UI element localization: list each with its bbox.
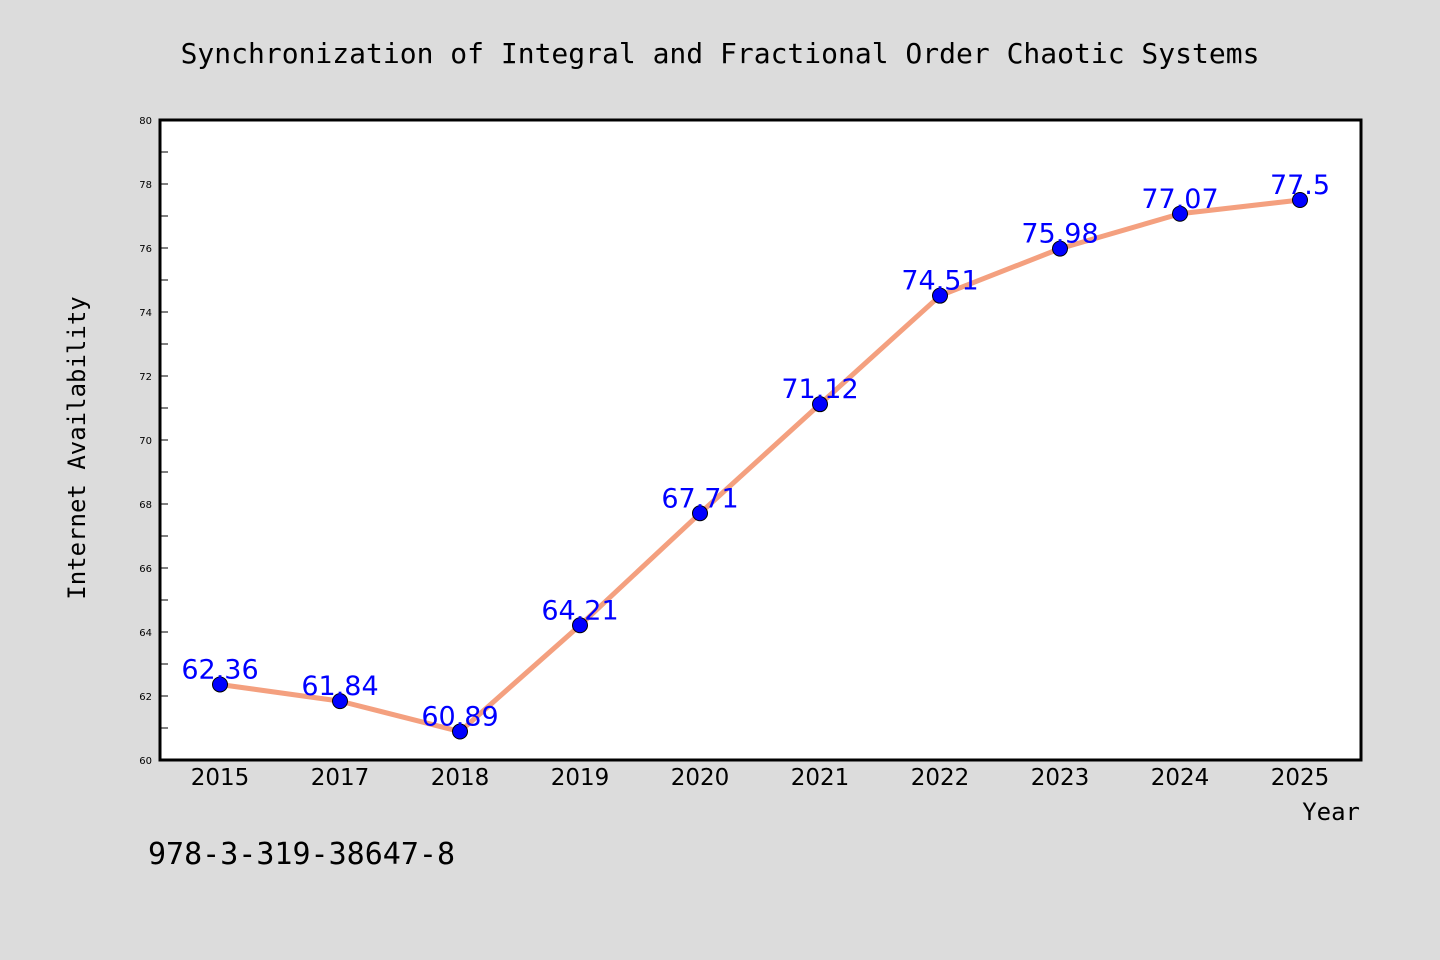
x-axis-label: Year: [1302, 798, 1360, 826]
data-label: 67.71: [661, 483, 738, 514]
y-axis-label: Internet Availability: [63, 296, 91, 599]
y-tick-label: 78: [139, 180, 152, 191]
y-tick-label: 76: [139, 244, 152, 255]
data-point: [572, 617, 588, 634]
data-label: 60.89: [421, 702, 498, 733]
chart-title: Synchronization of Integral and Fraction…: [181, 37, 1260, 70]
data-point: [812, 396, 828, 413]
data-point: [1172, 205, 1188, 222]
y-tick-label: 72: [139, 372, 152, 383]
x-tick-label: 2022: [911, 765, 970, 791]
x-axis: 2015 2017 2018 2019 2020 2021 2022 2023 2024 2025: [191, 765, 1330, 791]
data-point: [932, 287, 948, 304]
data-point: [452, 723, 468, 740]
y-tick-label: 80: [139, 116, 152, 127]
series-line: [219, 197, 1301, 735]
data-label: 71.12: [781, 374, 858, 405]
data-labels: 62.36 61.84 60.89 64.21 67.71 71.12 74.51 75.98…: [181, 170, 1330, 733]
y-tick-label: 68: [139, 500, 152, 511]
x-tick-label: 2021: [791, 765, 850, 791]
y-axis: 60 62 64 66 68 70 72 74 76 78 80: [139, 116, 168, 767]
data-label: 77.5: [1270, 170, 1330, 201]
y-tick-label: 64: [139, 628, 152, 639]
data-label: 75.98: [1021, 219, 1098, 250]
data-point: [1292, 192, 1308, 208]
x-tick-label: 2019: [551, 765, 610, 791]
y-tick-label: 74: [139, 308, 152, 319]
data-point: [332, 693, 348, 710]
x-tick-label: 2015: [191, 765, 250, 791]
y-tick-label: 62: [139, 692, 152, 703]
data-label: 64.21: [541, 595, 618, 626]
plot-area: [158, 118, 1363, 762]
data-point: [1052, 240, 1068, 257]
series-group: [212, 192, 1308, 740]
data-label: 74.51: [901, 266, 978, 297]
x-tick-label: 2018: [431, 765, 490, 791]
x-tick-label: 2017: [311, 765, 370, 791]
data-label: 61.84: [301, 671, 378, 702]
x-tick-label: 2025: [1271, 765, 1330, 791]
data-point: [692, 505, 708, 522]
x-tick-label: 2024: [1151, 765, 1210, 791]
data-label: 77.07: [1141, 184, 1218, 215]
y-tick-label: 66: [139, 564, 152, 575]
x-tick-label: 2020: [671, 765, 730, 791]
y-tick-label: 60: [139, 756, 152, 767]
x-tick-label: 2023: [1031, 765, 1090, 791]
data-label: 62.36: [181, 654, 258, 685]
y-tick-label: 70: [139, 436, 152, 447]
isbn-annotation: 978-3-319-38647-8: [148, 837, 455, 872]
data-point: [212, 676, 228, 693]
